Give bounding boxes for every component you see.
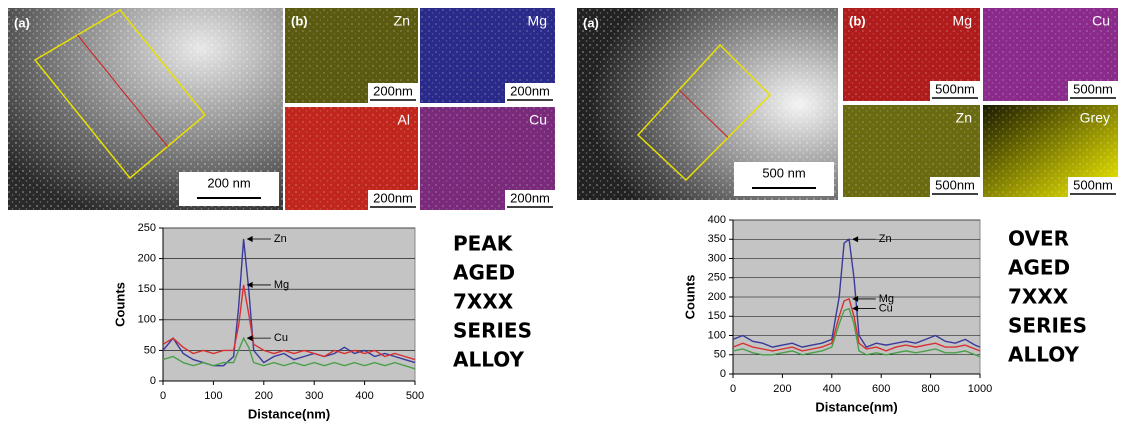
x-tick-label: 100 — [204, 390, 222, 402]
x-tick-label: 600 — [872, 383, 890, 395]
x-axis-title: Distance(nm) — [248, 406, 330, 421]
scale-bar-box — [1068, 177, 1118, 197]
y-axis-title: Counts — [682, 275, 697, 320]
caption-line: AGED — [453, 261, 515, 285]
x-tick-label: 0 — [730, 383, 736, 395]
scale-bar-box — [930, 81, 980, 101]
caption-line: SERIES — [453, 319, 532, 343]
annotation-arrowhead — [852, 305, 859, 312]
caption-line: SERIES — [1008, 314, 1087, 338]
panel-label: (b) — [849, 13, 866, 28]
scale-bar-box — [734, 162, 834, 196]
y-tick-label: 100 — [708, 329, 726, 341]
scale-bar-label: 200nm — [373, 190, 413, 205]
x-axis-title: Distance(nm) — [815, 399, 897, 414]
caption-line: AGED — [1008, 256, 1070, 280]
x-tick-label: 1000 — [968, 383, 992, 395]
element-label: Al — [398, 112, 410, 128]
caption-line: OVER — [1008, 227, 1069, 251]
annotation-arrowhead — [246, 335, 253, 342]
scale-bar-label: 500nm — [1073, 177, 1113, 192]
element-label: Grey — [1080, 110, 1110, 126]
scale-bar-box — [505, 190, 555, 210]
element-label: Zn — [956, 110, 972, 126]
annotation-label: Mg — [879, 293, 894, 305]
scan-line — [678, 89, 729, 138]
y-tick-label: 150 — [138, 283, 156, 295]
element-label: Mg — [528, 13, 547, 29]
series-line — [162, 284, 416, 361]
series-line — [732, 307, 981, 358]
scale-bar-box — [505, 83, 555, 103]
element-label: Mg — [953, 13, 972, 29]
series-line — [732, 238, 981, 348]
scan-box — [33, 9, 207, 180]
annotation-arrowhead — [246, 281, 253, 288]
panel-label: (a) — [583, 15, 599, 30]
y-tick-label: 300 — [708, 252, 726, 264]
scale-bar-label: 500nm — [1073, 81, 1113, 96]
y-tick-label: 150 — [708, 310, 726, 322]
x-tick-label: 500 — [406, 390, 424, 402]
y-tick-label: 100 — [138, 314, 156, 326]
element-label: Cu — [529, 112, 547, 128]
y-tick-label: 350 — [708, 233, 726, 245]
annotation-arrowhead — [246, 236, 253, 243]
caption-line: 7XXX — [1008, 285, 1069, 309]
scale-bar-label: 500nm — [935, 177, 975, 192]
x-tick-label: 200 — [255, 390, 273, 402]
caption-line: ALLOY — [1008, 343, 1080, 367]
y-tick-label: 250 — [708, 272, 726, 284]
scale-bar-box — [930, 177, 980, 197]
element-label: Cu — [1092, 13, 1110, 29]
y-tick-label: 0 — [720, 368, 726, 380]
annotation-label: Mg — [274, 279, 289, 291]
panel-label: (a) — [14, 15, 30, 30]
scale-bar-label: 500 nm — [762, 165, 805, 180]
y-tick-label: 200 — [708, 291, 726, 303]
y-tick-label: 50 — [144, 344, 156, 356]
x-tick-label: 300 — [305, 390, 323, 402]
scale-bar-label: 200nm — [510, 190, 550, 205]
y-tick-label: 50 — [714, 349, 726, 361]
x-tick-label: 0 — [160, 390, 166, 402]
scale-bar-label: 200nm — [373, 83, 413, 98]
y-tick-label: 0 — [150, 375, 156, 387]
scale-bar-box — [1068, 81, 1118, 101]
y-axis-title: Counts — [112, 282, 127, 327]
series-line — [732, 297, 981, 352]
scale-bar-label: 200nm — [510, 83, 550, 98]
annotation-arrowhead — [852, 295, 859, 302]
element-label: Zn — [394, 13, 410, 29]
x-tick-label: 400 — [355, 390, 373, 402]
caption-line: ALLOY — [453, 348, 525, 372]
annotation-label: Cu — [274, 332, 288, 344]
x-tick-label: 400 — [823, 383, 841, 395]
scan-box — [636, 43, 772, 182]
caption-line: PEAK — [453, 232, 514, 256]
scale-bar-box — [368, 83, 418, 103]
caption-line: 7XXX — [453, 290, 514, 314]
annotation-label: Cu — [879, 302, 893, 314]
scale-bar-box — [179, 172, 279, 206]
y-tick-label: 400 — [708, 214, 726, 226]
annotation-arrowhead — [852, 236, 859, 243]
y-tick-label: 200 — [138, 253, 156, 265]
panel-label: (b) — [291, 13, 308, 28]
x-tick-label: 200 — [773, 383, 791, 395]
scale-bar-label: 500nm — [935, 81, 975, 96]
scan-line — [77, 34, 168, 147]
y-tick-label: 250 — [138, 222, 156, 234]
series-line — [162, 336, 416, 370]
plot-area — [162, 227, 416, 382]
scale-bar-box — [368, 190, 418, 210]
annotation-label: Zn — [879, 233, 892, 245]
x-tick-label: 800 — [921, 383, 939, 395]
scale-bar-label: 200 nm — [207, 175, 250, 190]
annotation-label: Zn — [274, 233, 287, 245]
